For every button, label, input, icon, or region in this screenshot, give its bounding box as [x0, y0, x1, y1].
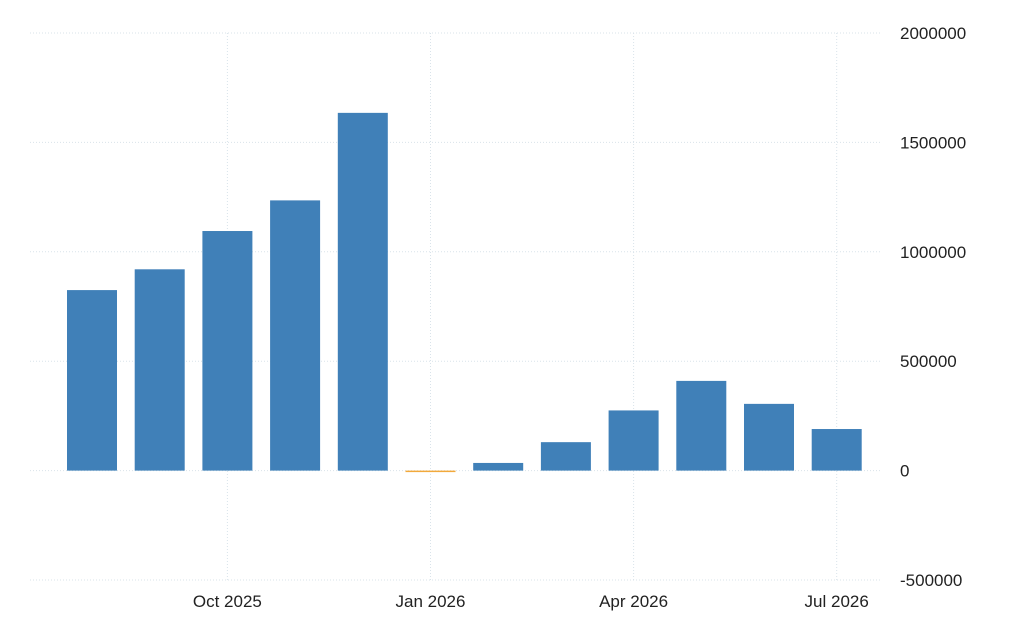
bar [608, 410, 659, 471]
bar [473, 462, 524, 471]
y-tick-label: -500000 [900, 571, 962, 590]
bar [67, 290, 117, 471]
y-axis-tick-labels: 2000000 1500000 1000000 500000 0 -500000 [900, 24, 966, 590]
bar [270, 200, 321, 471]
bar [811, 429, 862, 471]
bar [405, 470, 456, 473]
bar [134, 269, 185, 471]
x-tick-label: Apr 2026 [599, 592, 668, 611]
y-tick-label: 500000 [900, 352, 957, 371]
x-axis-tick-labels: Oct 2025 Jan 2026 Apr 2026 Jul 2026 [193, 592, 869, 611]
x-tick-label: Jan 2026 [396, 592, 466, 611]
y-tick-label: 1500000 [900, 133, 966, 152]
x-tick-label: Jul 2026 [805, 592, 869, 611]
bar [202, 231, 253, 471]
bar [337, 112, 388, 471]
y-tick-label: 1000000 [900, 243, 966, 262]
bar [540, 442, 591, 471]
bar-series [67, 112, 862, 473]
y-tick-label: 2000000 [900, 24, 966, 43]
bar [744, 403, 794, 471]
x-tick-label: Oct 2025 [193, 592, 262, 611]
y-tick-label: 0 [900, 462, 909, 481]
bar [676, 380, 727, 471]
